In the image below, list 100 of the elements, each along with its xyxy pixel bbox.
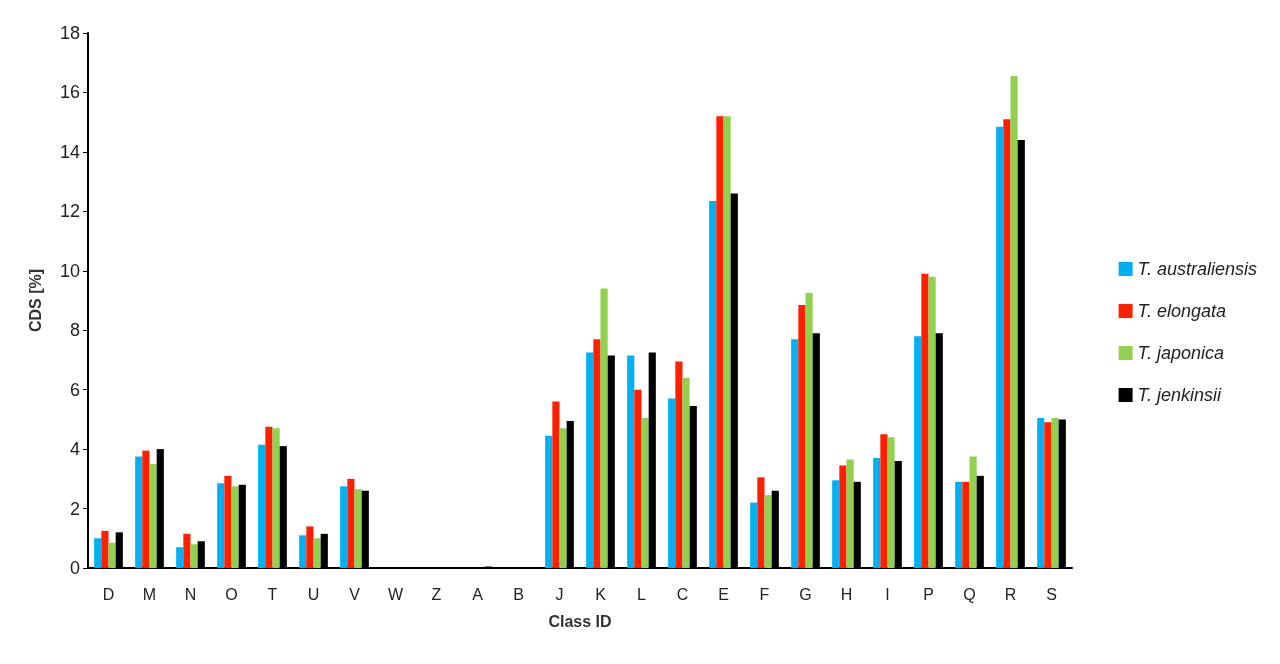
bar xyxy=(634,389,642,568)
y-tick-label: 6 xyxy=(69,379,80,400)
bar xyxy=(962,481,970,568)
legend-label: T. australiensis xyxy=(1137,259,1257,279)
bar xyxy=(340,486,348,568)
y-tick-label: 4 xyxy=(69,439,80,460)
y-tick-label: 18 xyxy=(59,23,80,43)
bar xyxy=(559,428,567,568)
bar xyxy=(593,339,601,568)
x-tick-label: A xyxy=(472,585,484,603)
bar xyxy=(764,495,772,568)
bar xyxy=(1037,417,1045,568)
x-tick-label: D xyxy=(102,585,115,603)
x-tick-label: N xyxy=(184,585,197,603)
bar xyxy=(914,336,922,568)
bar xyxy=(354,489,362,568)
bar xyxy=(299,535,307,568)
bar xyxy=(675,361,683,568)
y-tick-label: 14 xyxy=(59,141,80,162)
x-tick-label: F xyxy=(759,585,770,603)
bar xyxy=(94,538,102,568)
bar xyxy=(190,544,198,568)
bar xyxy=(231,486,239,568)
bar xyxy=(1010,76,1018,568)
bar xyxy=(183,533,191,568)
y-tick-label: 16 xyxy=(59,82,80,103)
bar xyxy=(101,530,109,568)
bar xyxy=(545,435,553,568)
bar xyxy=(272,428,280,568)
x-tick-label: S xyxy=(1046,585,1057,603)
bar xyxy=(586,352,594,568)
y-tick-label: 0 xyxy=(69,558,80,578)
x-tick-label: T xyxy=(267,585,278,603)
bar xyxy=(668,398,676,568)
x-axis-title: Class ID xyxy=(548,612,612,630)
bar xyxy=(313,538,321,568)
x-tick-label: G xyxy=(799,585,812,603)
x-tick-label: Z xyxy=(431,585,442,603)
bar xyxy=(176,547,184,568)
y-tick-label: 2 xyxy=(69,498,80,519)
x-tick-label: H xyxy=(840,585,853,603)
bar xyxy=(1044,422,1052,568)
x-tick-label: E xyxy=(718,585,729,603)
bar xyxy=(108,542,116,568)
x-tick-label: M xyxy=(142,585,157,603)
bar xyxy=(832,480,840,568)
bar xyxy=(600,288,608,568)
bar xyxy=(757,477,765,568)
y-tick-label: 12 xyxy=(59,201,80,222)
x-tick-label: J xyxy=(555,585,564,603)
bar xyxy=(641,417,649,568)
legend-label: T. elongata xyxy=(1137,301,1227,321)
bar xyxy=(750,502,758,568)
y-axis-title: CDS [%] xyxy=(26,268,44,333)
bar xyxy=(921,273,929,568)
x-tick-label: I xyxy=(885,585,890,603)
bar xyxy=(969,456,977,568)
bar xyxy=(149,463,157,568)
bar xyxy=(347,478,355,568)
x-tick-label: K xyxy=(595,585,607,603)
x-tick-label: C xyxy=(676,585,689,603)
bar xyxy=(928,276,936,568)
x-tick-label: O xyxy=(225,585,238,603)
x-tick-label: Q xyxy=(963,585,976,603)
bar xyxy=(880,434,888,568)
legend-label: T. japonica xyxy=(1137,343,1225,363)
bar xyxy=(682,377,690,568)
bar xyxy=(224,475,232,568)
bar xyxy=(723,116,731,568)
bar xyxy=(709,200,717,568)
x-tick-label: R xyxy=(1004,585,1017,603)
bar xyxy=(552,401,560,568)
x-tick-label: V xyxy=(349,585,361,603)
bar xyxy=(1051,417,1059,568)
x-tick-label: W xyxy=(387,585,404,603)
bar xyxy=(258,444,266,568)
bar xyxy=(306,526,314,568)
bar xyxy=(955,481,963,568)
bar xyxy=(142,450,150,568)
bar xyxy=(846,459,854,568)
legend-label: T. jenkinsii xyxy=(1137,385,1222,405)
x-tick-label: U xyxy=(307,585,320,603)
x-tick-label: L xyxy=(637,585,647,603)
y-tick-label: 10 xyxy=(59,260,80,281)
x-tick-label: B xyxy=(513,585,524,603)
bar xyxy=(873,458,881,568)
bar xyxy=(265,426,273,568)
bar xyxy=(217,483,225,568)
y-tick-label: 8 xyxy=(69,320,80,341)
x-tick-label: P xyxy=(923,585,934,603)
bar xyxy=(839,465,847,568)
bar xyxy=(791,339,799,568)
bar xyxy=(996,126,1004,568)
bar xyxy=(798,304,806,568)
bar xyxy=(627,355,635,568)
bar xyxy=(887,437,895,568)
bar xyxy=(716,116,724,568)
bar xyxy=(805,293,813,568)
bar xyxy=(135,456,143,568)
bar xyxy=(1003,119,1011,568)
